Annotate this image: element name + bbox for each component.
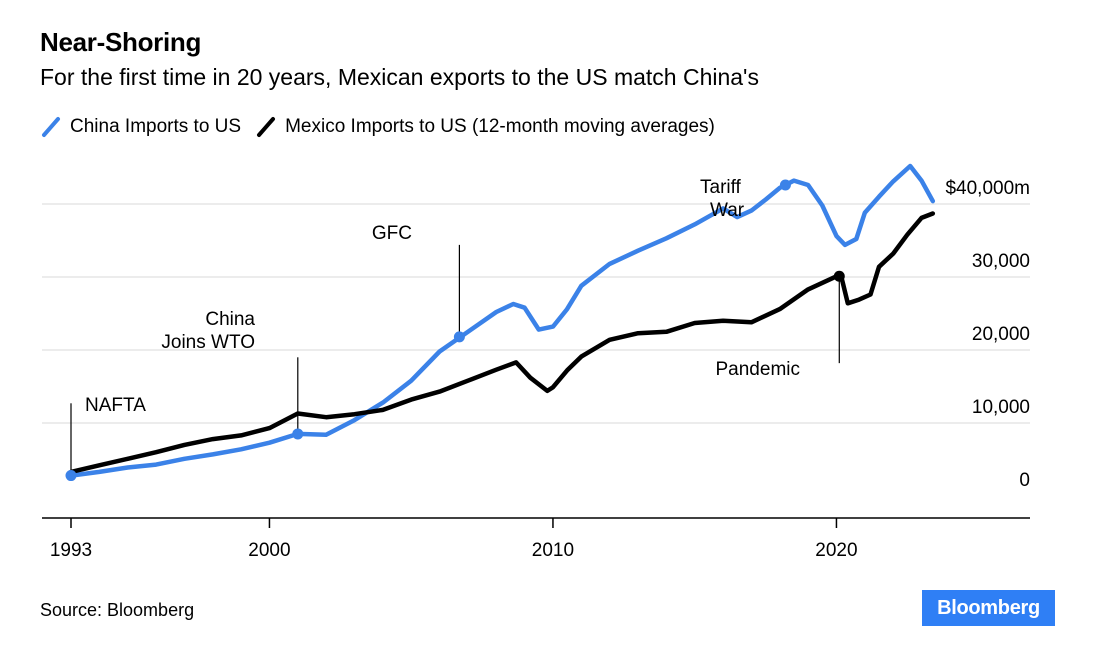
chart-subtitle: For the first time in 20 years, Mexican … [40,64,759,90]
annotation-label: China Joins WTO [161,309,255,353]
series-lines [68,163,936,478]
legend-item-mexico: Mexico Imports to US (12-month moving av… [255,116,715,138]
annotation-label: Tariff War [700,177,745,221]
x-tick-label: 2020 [815,540,857,561]
annotation-label: Pandemic [716,359,801,380]
markers [65,179,845,482]
legend: China Imports to US Mexico Imports to US… [40,116,729,138]
annotation-label: NAFTA [85,395,146,416]
y-tick-label: 10,000 [972,397,1030,418]
series-line-china [68,163,936,478]
bloomberg-logo: Bloomberg [922,590,1055,626]
series-line-mexico [68,211,936,475]
marker-china [779,179,791,191]
legend-swatch-mexico [257,117,276,137]
annotation-label: GFC [372,223,412,244]
grid-lines [42,203,1030,528]
marker-china [65,470,77,482]
legend-item-china: China Imports to US [40,116,241,138]
x-tick-label: 1993 [50,540,92,561]
x-tick-label: 2000 [248,540,290,561]
source-note: Source: Bloomberg [40,600,195,620]
marker-mexico [833,270,845,282]
legend-swatch-china [42,117,60,137]
labels: 0 10,000 20,000 30,000 $40,000m 1993 2000 2010 2… [50,177,1030,561]
y-tick-label: $40,000m [945,178,1030,199]
legend-label-china: China Imports to US [70,116,242,137]
marker-china [453,331,465,343]
legend-label-mexico: Mexico Imports to US (12-month moving av… [285,116,715,137]
annotation-lines [70,244,840,476]
marker-china [292,428,304,440]
x-tick-label: 2010 [532,540,574,561]
y-tick-label: 30,000 [972,251,1030,272]
y-tick-label: 20,000 [972,324,1030,345]
chart-title: Near-Shoring [40,27,202,57]
y-tick-label: 0 [1019,470,1030,491]
